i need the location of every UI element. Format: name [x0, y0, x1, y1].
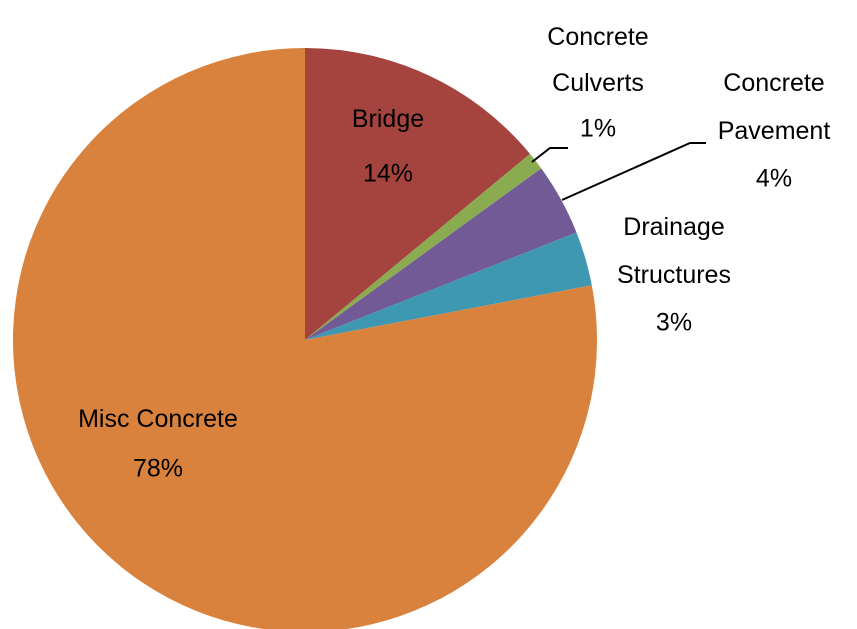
value-label: 14% [363, 160, 413, 188]
leader-line [531, 147, 568, 163]
value-label: 1% [580, 115, 616, 143]
value-label: 3% [656, 309, 692, 337]
slice [305, 48, 530, 340]
slice [305, 232, 592, 340]
slice-label: Concrete Pavement [718, 69, 831, 145]
slice-label: Misc Concrete [78, 405, 238, 433]
slice [305, 153, 542, 340]
slice-label: Drainage Structures [617, 213, 731, 289]
slice [305, 168, 577, 340]
slices [13, 48, 597, 629]
slice-label: Concrete Culverts [547, 23, 648, 97]
value-label: 4% [756, 165, 792, 193]
value-label: 78% [133, 455, 183, 483]
leader-line [561, 142, 706, 201]
slice [13, 48, 597, 629]
slice-label: Bridge [352, 105, 424, 133]
